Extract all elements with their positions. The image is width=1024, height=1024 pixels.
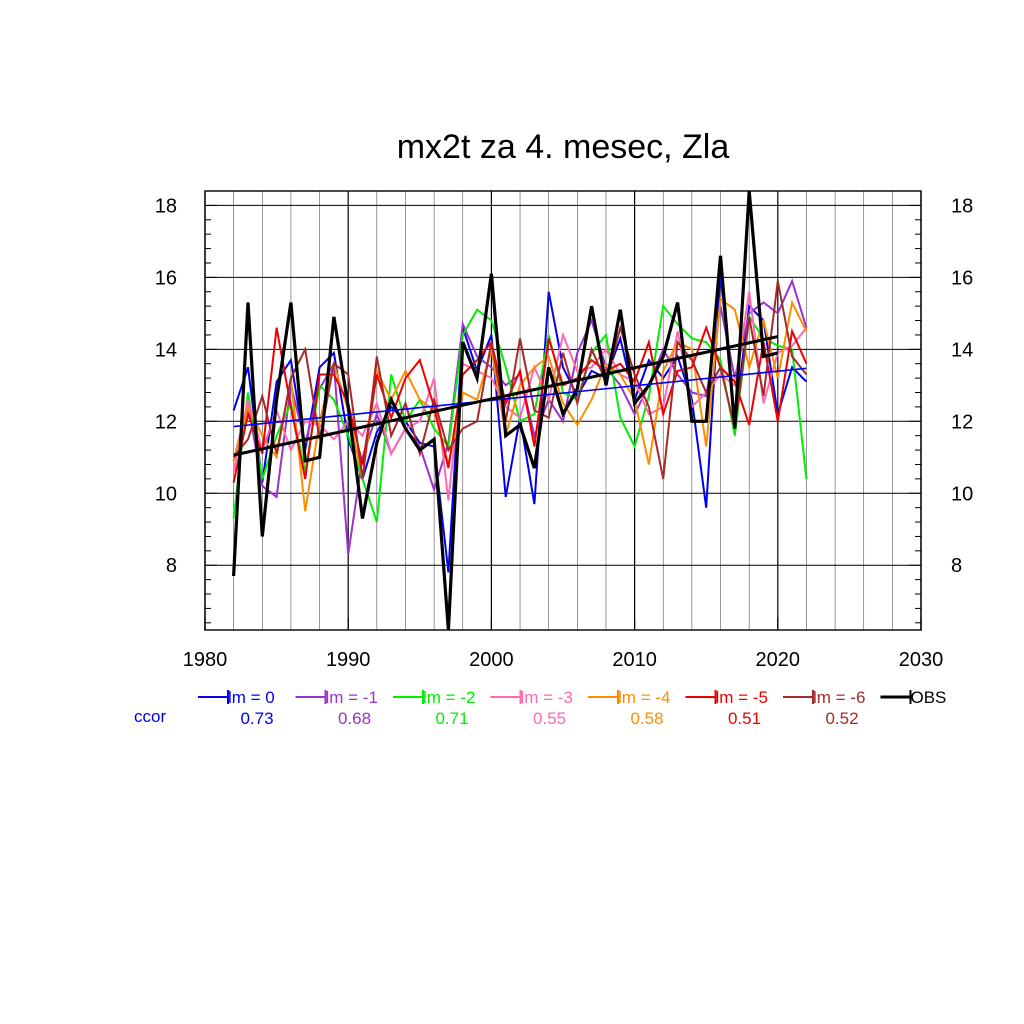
y-tick-label-right: 12 <box>951 411 973 433</box>
trend-line-obs <box>233 335 779 457</box>
trend-line-0 <box>233 367 807 428</box>
legend-ccor-value: 0.52 <box>825 709 858 728</box>
y-tick-label-left: 16 <box>155 267 177 289</box>
series-line-4 <box>232 297 808 512</box>
x-tick-label: 1980 <box>183 649 228 671</box>
legend-label: lm = -3 <box>521 688 573 707</box>
legend-ccor-value: 0.58 <box>630 709 663 728</box>
y-tick-label-right: 10 <box>951 483 973 505</box>
legend-label: lm = -2 <box>423 688 475 707</box>
plot-frame <box>204 190 922 631</box>
series-line-7 <box>232 190 779 631</box>
legend-label: lm = -1 <box>326 688 378 707</box>
ccor-label: ccor <box>134 707 166 726</box>
y-tick-label-left: 14 <box>155 339 177 361</box>
legend: lm = 0 0.73 lm = -1 0.68 lm = -2 0.71 lm = -3 0… <box>134 688 946 728</box>
x-tick-label: 2030 <box>899 649 944 671</box>
axis-ticks <box>205 190 921 624</box>
legend-ccor-value: 0.55 <box>533 709 566 728</box>
y-tick-label-right: 14 <box>951 339 973 361</box>
y-tick-label-right: 18 <box>951 195 973 217</box>
chart-title: mx2t za 4. mesec, Zla <box>397 128 730 166</box>
y-tick-label-left: 12 <box>155 411 177 433</box>
x-tick-label: 1990 <box>326 649 371 671</box>
legend-ccor-value: 0.51 <box>728 709 761 728</box>
y-tick-label-right: 8 <box>951 555 962 577</box>
legend-label: lm = -4 <box>618 688 670 707</box>
legend-ccor-value: 0.71 <box>435 709 468 728</box>
tick-labels: 1980 1990 2000 2010 2020 2030 8 8 10 10 12 12 14 14 16… <box>155 195 974 671</box>
legend-label: lm = -6 <box>813 688 865 707</box>
legend-label: lm = 0 <box>228 688 275 707</box>
x-tick-label: 2020 <box>756 649 801 671</box>
y-tick-label-left: 8 <box>166 555 177 577</box>
series-lines <box>232 190 808 631</box>
plot-border <box>204 190 922 631</box>
y-tick-label-right: 16 <box>951 267 973 289</box>
x-tick-label: 2000 <box>469 649 514 671</box>
x-tick-label: 2010 <box>612 649 657 671</box>
legend-ccor-value: 0.68 <box>338 709 371 728</box>
y-tick-label-left: 10 <box>155 483 177 505</box>
legend-label: lm = -5 <box>716 688 768 707</box>
y-tick-label-left: 18 <box>155 195 177 217</box>
legend-ccor-value: 0.73 <box>240 709 273 728</box>
legend-label: OBS <box>911 688 947 707</box>
